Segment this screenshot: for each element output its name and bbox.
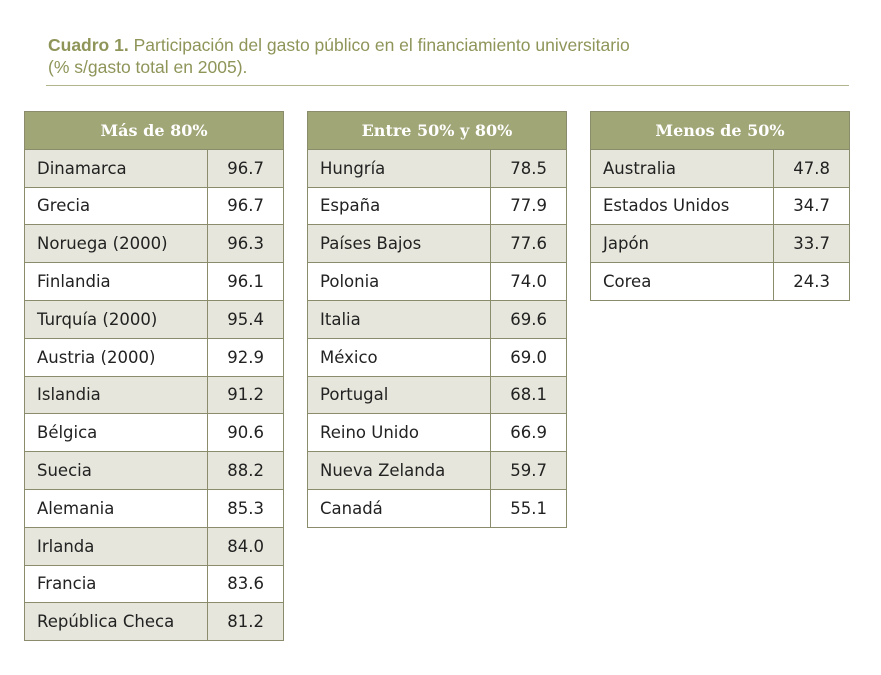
table-row: Polonia 74.0 — [307, 262, 567, 301]
value-cell: 59.7 — [490, 451, 567, 490]
value-cell: 83.6 — [207, 564, 284, 604]
value-cell: 34.7 — [773, 186, 850, 226]
country-cell: Polonia — [307, 262, 491, 301]
table-row: Dinamarca 96.7 — [24, 148, 284, 188]
table-row: Noruega (2000) 96.3 — [24, 224, 284, 264]
table-row: Italia 69.6 — [307, 299, 567, 339]
table-row: Finlandia 96.1 — [24, 262, 284, 301]
table-row: Suecia 88.2 — [24, 451, 284, 490]
title-subtitle: (% s/gasto total en 2005). — [48, 57, 248, 77]
country-cell: Portugal — [307, 375, 491, 415]
value-cell: 88.2 — [207, 451, 284, 490]
value-cell: 84.0 — [207, 526, 284, 566]
table-row: Hungría 78.5 — [307, 148, 567, 188]
country-cell: Japón — [590, 224, 774, 264]
value-cell: 96.1 — [207, 262, 284, 301]
table-row: Francia 83.6 — [24, 564, 284, 604]
title-divider — [46, 85, 849, 86]
table-row: República Checa 81.2 — [24, 602, 284, 642]
value-cell: 95.4 — [207, 299, 284, 339]
table-header: Entre 50% y 80% — [307, 111, 567, 150]
table-row: Australia 47.8 — [590, 148, 850, 188]
country-cell: Finlandia — [24, 262, 208, 301]
document-title: Cuadro 1. Participación del gasto públic… — [48, 34, 630, 78]
country-cell: Corea — [590, 262, 774, 301]
table-row: España 77.9 — [307, 186, 567, 226]
value-cell: 96.7 — [207, 186, 284, 226]
table-header: Más de 80% — [24, 111, 284, 150]
value-cell: 47.8 — [773, 148, 850, 188]
value-cell: 92.9 — [207, 337, 284, 377]
table-entre-50-y-80: Entre 50% y 80% Hungría 78.5 España 77.9 Paí… — [307, 111, 567, 528]
table-mas-de-80: Más de 80% Dinamarca 96.7 Grecia 96.7 Norueg… — [24, 111, 284, 642]
country-cell: Grecia — [24, 186, 208, 226]
table-row: Nueva Zelanda 59.7 — [307, 451, 567, 490]
country-cell: España — [307, 186, 491, 226]
title-text: Participación del gasto público en el fi… — [133, 35, 630, 55]
table-row: Alemania 85.3 — [24, 488, 284, 528]
table-row: Países Bajos 77.6 — [307, 224, 567, 264]
value-cell: 55.1 — [490, 488, 567, 528]
country-cell: México — [307, 337, 491, 377]
table-row: México 69.0 — [307, 337, 567, 377]
value-cell: 24.3 — [773, 262, 850, 301]
country-cell: Estados Unidos — [590, 186, 774, 226]
country-cell: Turquía (2000) — [24, 299, 208, 339]
table-row: Canadá 55.1 — [307, 488, 567, 528]
value-cell: 33.7 — [773, 224, 850, 264]
value-cell: 77.9 — [490, 186, 567, 226]
country-cell: Islandia — [24, 375, 208, 415]
country-cell: Hungría — [307, 148, 491, 188]
table-header: Menos de 50% — [590, 111, 850, 150]
country-cell: Austria (2000) — [24, 337, 208, 377]
value-cell: 69.0 — [490, 337, 567, 377]
value-cell: 68.1 — [490, 375, 567, 415]
table-row: Islandia 91.2 — [24, 375, 284, 415]
table-row: Estados Unidos 34.7 — [590, 186, 850, 226]
value-cell: 91.2 — [207, 375, 284, 415]
value-cell: 96.3 — [207, 224, 284, 264]
table-row: Grecia 96.7 — [24, 186, 284, 226]
table-row: Austria (2000) 92.9 — [24, 337, 284, 377]
country-cell: Alemania — [24, 488, 208, 528]
value-cell: 81.2 — [207, 602, 284, 642]
table-row: Bélgica 90.6 — [24, 413, 284, 453]
country-cell: Reino Unido — [307, 413, 491, 453]
country-cell: Italia — [307, 299, 491, 339]
value-cell: 77.6 — [490, 224, 567, 264]
country-cell: Irlanda — [24, 526, 208, 566]
value-cell: 74.0 — [490, 262, 567, 301]
value-cell: 85.3 — [207, 488, 284, 528]
value-cell: 90.6 — [207, 413, 284, 453]
table-row: Irlanda 84.0 — [24, 526, 284, 566]
value-cell: 66.9 — [490, 413, 567, 453]
country-cell: Suecia — [24, 451, 208, 490]
country-cell: Francia — [24, 564, 208, 604]
table-row: Reino Unido 66.9 — [307, 413, 567, 453]
country-cell: Australia — [590, 148, 774, 188]
table-row: Corea 24.3 — [590, 262, 850, 301]
value-cell: 78.5 — [490, 148, 567, 188]
country-cell: Noruega (2000) — [24, 224, 208, 264]
value-cell: 69.6 — [490, 299, 567, 339]
title-line: Cuadro 1. Participación del gasto públic… — [48, 34, 630, 56]
country-cell: Canadá — [307, 488, 491, 528]
country-cell: República Checa — [24, 602, 208, 642]
table-row: Turquía (2000) 95.4 — [24, 299, 284, 339]
country-cell: Nueva Zelanda — [307, 451, 491, 490]
table-menos-de-50: Menos de 50% Australia 47.8 Estados Unidos… — [590, 111, 850, 301]
value-cell: 96.7 — [207, 148, 284, 188]
title-lead: Cuadro 1. — [48, 35, 129, 55]
country-cell: Dinamarca — [24, 148, 208, 188]
country-cell: Bélgica — [24, 413, 208, 453]
table-row: Japón 33.7 — [590, 224, 850, 264]
table-row: Portugal 68.1 — [307, 375, 567, 415]
country-cell: Países Bajos — [307, 224, 491, 264]
